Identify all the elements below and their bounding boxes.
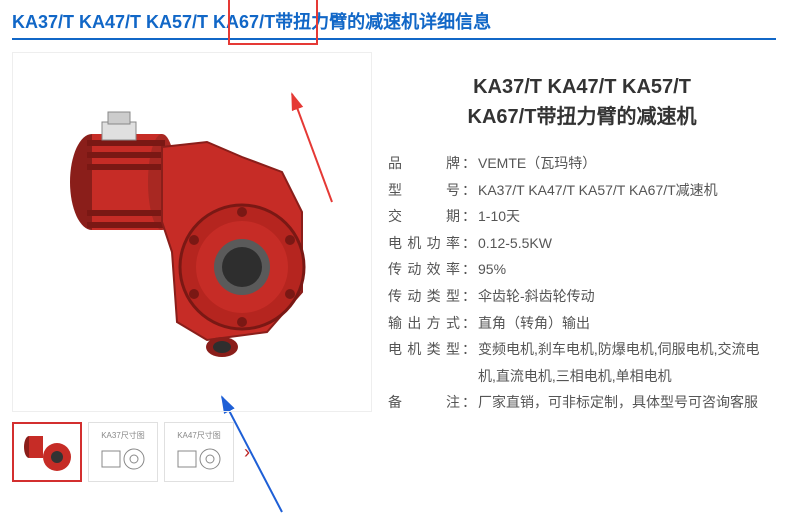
thumb-drawing-ka37[interactable]: KA37尺寸图 [88,422,158,482]
thumb-product-image[interactable] [12,422,82,482]
spec-row: 备注：厂家直销，可非标定制，具体型号可咨询客服 [388,389,776,416]
spec-row: 电机功率：0.12-5.5KW [388,230,776,257]
thumb-caption: KA37尺寸图 [101,430,145,441]
thumb-caption: KA47尺寸图 [177,430,221,441]
product-title-line1: KA37/T KA47/T KA57/T [388,72,776,102]
main-product-image[interactable] [12,52,372,412]
spec-row: 品牌：VEMTE（瓦玛特） [388,150,776,177]
annotation-red-box [228,0,318,45]
spec-row: 交期：1-10天 [388,203,776,230]
product-title: KA37/T KA47/T KA57/T KA67/T带扭力臂的减速机 [388,72,776,132]
thumbnail-strip: KA37尺寸图 KA47尺寸图 › [12,422,372,482]
thumb-drawing-ka47[interactable]: KA47尺寸图 [164,422,234,482]
spec-row: 型号：KA37/T KA47/T KA57/T KA67/T减速机 [388,177,776,204]
spec-row: 输出方式：直角（转角）输出 [388,310,776,337]
thumb-next-button[interactable]: › [240,422,254,482]
spec-row: 传动类型：伞齿轮-斜齿轮传动 [388,283,776,310]
reducer-illustration [32,92,352,372]
spec-list: 品牌：VEMTE（瓦玛特） 型号：KA37/T KA47/T KA57/T KA… [388,150,776,416]
product-title-line2: KA67/T带扭力臂的减速机 [388,102,776,132]
spec-row: 电机类型：变频电机,刹车电机,防爆电机,伺服电机,交流电机,直流电机,三相电机,… [388,336,776,389]
spec-row: 传动效率：95% [388,256,776,283]
